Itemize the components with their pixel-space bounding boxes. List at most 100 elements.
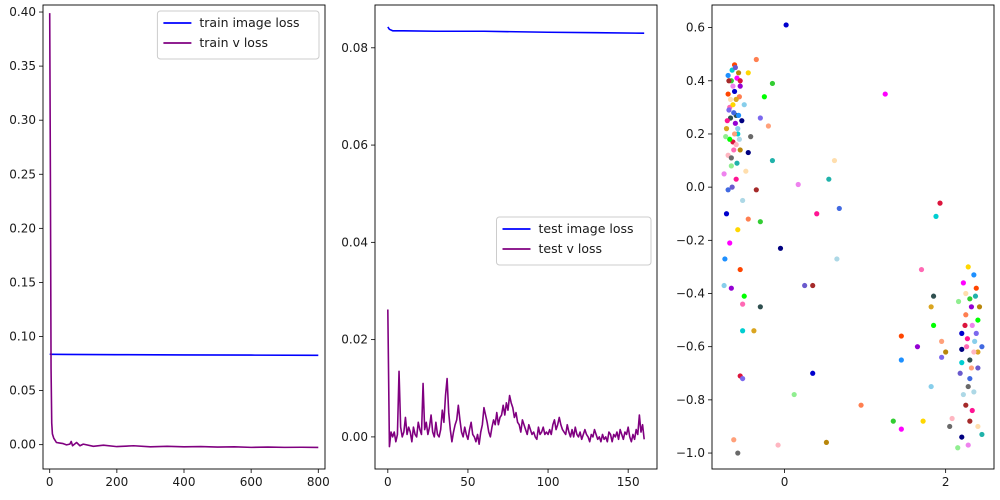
legend-label: train image loss [199,15,299,30]
x-tick-label: 600 [240,475,263,489]
scatter-point [933,213,939,219]
x-tick-label: 50 [460,475,475,489]
y-tick-label: −0.2 [676,233,705,247]
scatter-point [775,442,781,448]
scatter-point [918,266,925,273]
scatter-point [727,136,733,142]
x-tick-label: 0 [46,475,54,489]
scatter-point [955,298,962,305]
scatter-point [979,344,985,350]
y-tick-label: 0.05 [9,384,36,398]
legend-label: test v loss [539,241,603,256]
y-axis: 0.00 0.02 0.04 0.06 0.08 [341,41,375,444]
scatter-point [733,142,739,148]
scatter-point [955,445,961,451]
scatter-point [898,333,904,339]
scatter-point [960,391,966,398]
x-axis: 0 50 100 150 [384,469,640,489]
scatter-point [973,285,979,291]
y-tick-label: 0.04 [341,235,368,249]
y-tick-label: 0.00 [341,430,368,444]
y-tick-label: −0.6 [676,340,705,354]
scatter-point [731,131,738,137]
x-tick-label: 0 [781,475,789,489]
scatter-point [732,64,738,71]
scatter-point [959,360,965,366]
scatter-point [968,365,975,371]
scatter-point [730,83,736,89]
scatter-point [890,418,896,424]
scatter-point [939,354,945,360]
series-line-1 [48,13,319,449]
scatter-point [882,91,888,97]
y-tick-label: 0.20 [9,221,36,235]
scatter-point [971,389,977,395]
scatter-point [973,330,979,336]
scatter-point [965,442,971,448]
scatter-point [745,216,751,222]
scatter-point [963,312,969,318]
scatter-point [737,266,743,273]
scatter-point [949,415,955,422]
scatter-point [723,134,729,140]
scatter-point [947,423,953,430]
y-tick-label: 0.02 [341,333,368,347]
scatter-point [810,282,816,289]
scatter-point [959,434,965,440]
scatter-point [739,118,745,124]
y-tick-label: −0.8 [676,393,705,407]
scatter-point [751,328,757,334]
y-tick-label: 0.40 [9,5,36,19]
scatter-point [963,402,969,408]
scatter-point [745,149,751,156]
x-tick-label: 400 [173,475,196,489]
y-tick-label: 0.30 [9,113,36,127]
scatter-point [967,375,973,382]
scatter-point [971,349,977,355]
scatter-point [836,205,842,212]
scatter-point [975,423,981,430]
scatter-point [748,134,754,140]
x-tick-label: 2 [942,475,950,489]
scatter-point [930,322,937,329]
scatter-point [969,407,975,414]
scatter-point [975,349,981,355]
scatter-point [968,304,975,310]
scatter-point [734,160,740,166]
scatter-point [728,163,734,169]
axes-frame [374,4,658,470]
scatter-point [745,70,751,76]
y-tick-label: 0.35 [9,59,36,73]
test-loss-plot: 0 50 100 150 0.00 0.02 0.04 0.06 0.08 test image … [341,4,658,489]
scatter-point [737,147,743,153]
plot-area [48,13,319,449]
series-line-0 [387,26,645,35]
scatter-point [826,176,832,182]
scatter-point [725,91,731,97]
axes-frame [42,4,326,470]
scatter-point [972,338,978,344]
scatter-point [971,272,977,278]
scatter-point [757,219,763,225]
scatter-point [726,78,732,84]
scatter-point [757,115,763,121]
scatter-point [959,330,965,336]
scatter-point [731,437,737,443]
scatter-point [769,157,776,164]
scatter-point [740,197,746,204]
y-tick-label: 0.10 [9,330,36,344]
y-tick-label: 0.6 [686,21,705,35]
scatter-point [761,94,767,100]
embedding-scatter-plot: 0 2−1.0−0.8−0.6−0.4−0.20.00.20.40.6 [676,4,995,489]
y-tick-label: 0.2 [686,127,705,141]
scatter-point [777,245,784,251]
scatter-point [741,293,747,299]
legend: test image loss test v loss [496,216,652,266]
scatter-point [967,418,973,424]
scatter-point [928,304,934,310]
y-axis: −1.0 −0.8 −0.6 −0.4 −0.2 0.0 0.2 0.4 0.6 [676,21,712,460]
scatter-point [976,304,983,310]
scatter-point [975,365,981,371]
scatter-point [967,296,973,302]
